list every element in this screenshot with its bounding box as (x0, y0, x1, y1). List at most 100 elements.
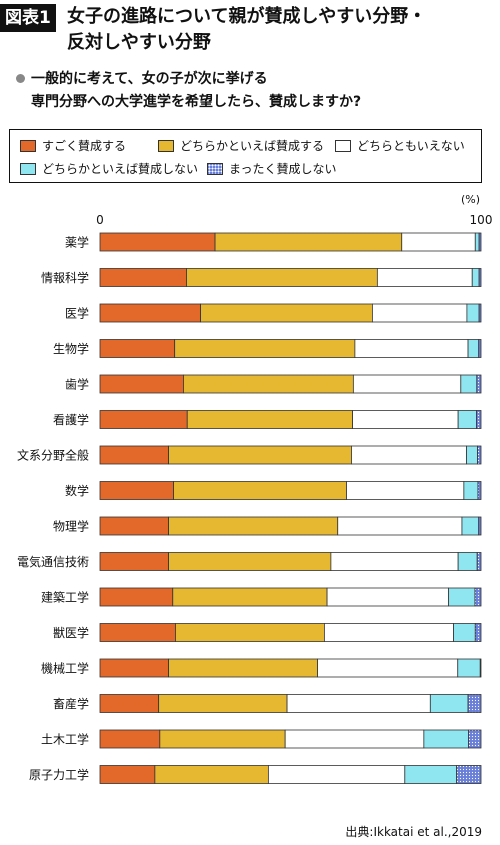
bar-segment-strongly-agree (99, 232, 216, 252)
bar-segment-strongly-agree (99, 658, 169, 678)
bar-segment-somewhat-agree (154, 765, 269, 784)
bar-segment-somewhat-disagree (423, 729, 469, 749)
category-label: 電気通信技術 (17, 554, 89, 569)
bar-segment-somewhat-agree (183, 374, 354, 394)
axis-max-label: 100 (470, 213, 493, 227)
question-line-1: 一般的に考えて、女の子が次に挙げる (31, 71, 268, 87)
bar-segment-strongly-disagree (478, 232, 482, 252)
bar-segment-strongly-disagree (478, 339, 482, 358)
bar-segment-somewhat-agree (172, 587, 328, 607)
legend-swatch-strongly-agree (20, 140, 36, 152)
bar-segment-neutral (352, 374, 462, 394)
bar-segment-strongly-agree (99, 374, 184, 394)
bar-segment-somewhat-disagree (448, 587, 476, 607)
bar-segment-strongly-agree (99, 445, 169, 465)
bar-segment-somewhat-disagree (457, 410, 477, 429)
category-label: 情報科学 (41, 270, 89, 285)
bar-segment-strongly-disagree (474, 587, 482, 607)
legend-label-neutral: どちらともいえない (357, 139, 465, 153)
axis-unit-label: (%) (461, 193, 480, 206)
category-label: 生物学 (53, 341, 89, 356)
category-label: 土木工学 (41, 732, 89, 747)
bar-segment-somewhat-agree (168, 516, 339, 536)
legend-swatch-somewhat-disagree (20, 163, 36, 175)
legend-item-somewhat-agree: どちらかといえば賛成する (158, 139, 324, 153)
bar-segment-somewhat-disagree (467, 339, 480, 358)
bar-segment-neutral (284, 729, 425, 749)
chart-title: 女子の進路について親が賛成しやすい分野・ 反対しやすい分野 (67, 4, 426, 56)
legend-label-strongly-agree: すごく賛成する (42, 139, 127, 153)
bar-segment-somewhat-agree (158, 694, 288, 713)
bar-segment-strongly-disagree (474, 623, 482, 642)
bar-segment-strongly-disagree (479, 658, 482, 678)
bar-segment-strongly-agree (99, 623, 176, 642)
legend-item-somewhat-disagree: どちらかといえば賛成しない (20, 162, 198, 176)
bar-segment-strongly-disagree (456, 765, 482, 784)
bar-segment-neutral (317, 658, 459, 678)
source-note: 出典:Ikkatai et al.,2019 (345, 825, 482, 839)
bar-segment-somewhat-disagree (404, 765, 458, 784)
bar-segment-somewhat-agree (214, 232, 403, 252)
legend-item-strongly-disagree: まったく賛成しない (207, 162, 337, 176)
bar-segment-strongly-disagree (467, 694, 482, 713)
category-label: 数学 (65, 483, 89, 498)
bar-segment-strongly-disagree (477, 481, 482, 500)
bar-segment-somewhat-agree (159, 729, 286, 749)
bar-segment-somewhat-agree (186, 268, 378, 287)
title-line-2: 反対しやすい分野 (67, 32, 211, 53)
legend-label-somewhat-agree: どちらかといえば賛成する (180, 139, 325, 153)
figure-badge: 図表1 (0, 4, 56, 32)
bar-segment-strongly-disagree (468, 729, 482, 749)
legend-swatch-strongly-disagree (207, 163, 223, 175)
category-label: 薬学 (65, 235, 89, 250)
bar-segment-strongly-agree (99, 339, 176, 358)
bar-segment-neutral (354, 339, 469, 358)
bar-segment-neutral (267, 765, 406, 784)
bar-segment-somewhat-disagree (474, 232, 480, 252)
legend-swatch-somewhat-agree (158, 140, 174, 152)
bar-segment-somewhat-agree (168, 445, 352, 465)
bar-segment-strongly-agree (99, 516, 169, 536)
bar-segment-somewhat-agree (168, 552, 332, 571)
bar-segment-neutral (372, 303, 468, 323)
bar-segment-somewhat-agree (174, 339, 356, 358)
bar-segment-somewhat-disagree (466, 303, 480, 323)
bar-segment-strongly-agree (99, 303, 201, 323)
legend-item-neutral: どちらともいえない (335, 139, 465, 153)
bar-segment-somewhat-disagree (463, 481, 479, 500)
question-line-2: 専門分野への大学進学を希望したら、賛成しますか? (31, 94, 362, 110)
bar-group: 薬学情報科学医学生物学歯学看護学文系分野全般数学物理学電気通信技術建築工学獣医学… (17, 232, 482, 784)
bar-segment-somewhat-agree (173, 481, 347, 500)
bar-segment-strongly-disagree (478, 268, 482, 287)
bar-segment-neutral (351, 445, 467, 465)
bar-segment-strongly-disagree (478, 516, 482, 536)
bar-segment-somewhat-disagree (457, 658, 481, 678)
bar-segment-strongly-agree (99, 587, 174, 607)
bar-segment-neutral (286, 694, 431, 713)
bar-segment-neutral (376, 268, 473, 287)
survey-question: 一般的に考えて、女の子が次に挙げる 専門分野への大学進学を希望したら、賛成します… (16, 68, 361, 114)
bar-segment-strongly-disagree (476, 552, 482, 571)
bar-segment-neutral (352, 410, 459, 429)
bar-segment-somewhat-disagree (457, 552, 478, 571)
bar-segment-strongly-agree (99, 481, 174, 500)
category-label: 獣医学 (53, 625, 89, 640)
bar-segment-somewhat-agree (175, 623, 325, 642)
bar-segment-somewhat-agree (168, 658, 318, 678)
category-label: 原子力工学 (29, 767, 89, 782)
bar-segment-strongly-disagree (476, 374, 482, 394)
bar-segment-strongly-agree (99, 765, 156, 784)
bar-segment-strongly-agree (99, 410, 188, 429)
category-label: 看護学 (53, 412, 89, 427)
bar-segment-somewhat-disagree (466, 445, 478, 465)
bar-segment-somewhat-disagree (429, 694, 469, 713)
bar-segment-neutral (337, 516, 463, 536)
category-label: 歯学 (65, 377, 89, 392)
bar-segment-somewhat-agree (186, 410, 354, 429)
bar-segment-somewhat-disagree (460, 374, 478, 394)
bar-segment-neutral (326, 587, 450, 607)
legend-item-strongly-agree: すごく賛成する (20, 139, 126, 153)
title-line-1: 女子の進路について親が賛成しやすい分野・ (67, 6, 427, 27)
bar-segment-strongly-agree (99, 552, 169, 571)
